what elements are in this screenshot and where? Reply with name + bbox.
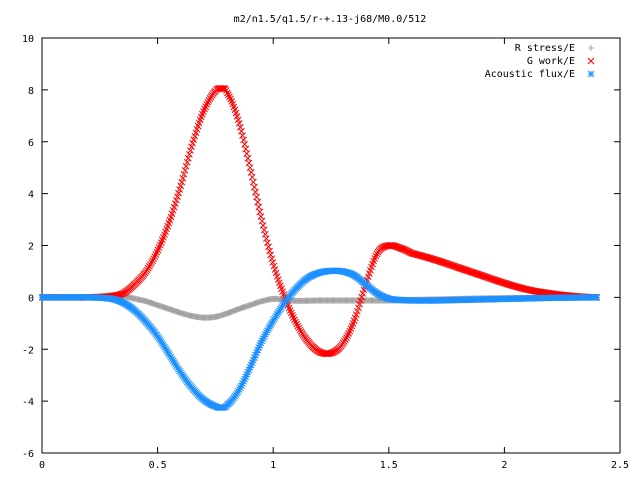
- x-tick-label: 1: [270, 460, 276, 471]
- data-point: [187, 147, 194, 154]
- data-point: [259, 222, 267, 229]
- y-tick-label: -2: [22, 345, 34, 356]
- data-point: [151, 253, 159, 260]
- x-tick-label: 2.5: [611, 460, 629, 471]
- y-tick-label: 8: [28, 86, 34, 97]
- data-point: [203, 101, 211, 108]
- data-point: [182, 162, 190, 170]
- data-point: [342, 336, 349, 343]
- data-point: [252, 188, 259, 196]
- data-point: [225, 91, 232, 99]
- data-point: [294, 322, 302, 330]
- data-point: [148, 259, 155, 267]
- y-tick-label: 4: [28, 190, 34, 201]
- data-point: [295, 324, 303, 332]
- y-tick-label: 0: [28, 293, 34, 304]
- data-point: [268, 255, 276, 263]
- data-point: [205, 96, 213, 104]
- data-point: [186, 150, 193, 158]
- x-tick-label: 0: [39, 460, 45, 471]
- data-point: [178, 178, 186, 186]
- data-point: [240, 136, 247, 144]
- data-point: [180, 170, 188, 178]
- x-tick-label: 1.5: [380, 460, 398, 471]
- data-point: [261, 230, 269, 238]
- data-point: [292, 318, 299, 326]
- data-point: [266, 247, 273, 255]
- legend-label: R stress/E: [515, 43, 575, 54]
- legend-marker: [587, 70, 595, 78]
- data-point: [293, 320, 301, 328]
- y-tick-label: 6: [28, 138, 34, 149]
- axes: 0 0.5 1 1.5 2 2.5 -6 -4 -2 0 2 4 6 8 10: [22, 34, 629, 471]
- data-point: [179, 174, 187, 182]
- series-star: [38, 267, 601, 412]
- data-point: [149, 257, 156, 265]
- data-point: [257, 213, 265, 220]
- data-point: [204, 98, 212, 106]
- data-point: [264, 239, 271, 247]
- data-point: [267, 251, 275, 259]
- data-point: [269, 259, 277, 266]
- data-point: [344, 332, 351, 339]
- data-point: [260, 226, 268, 234]
- data-point: [593, 294, 601, 301]
- x-tick-label: 0.5: [149, 460, 167, 471]
- data-point: [150, 255, 157, 263]
- data-point: [181, 166, 189, 174]
- y-tick-label: 10: [22, 34, 34, 45]
- data-point: [236, 123, 244, 131]
- series-cross: [38, 84, 601, 358]
- data-point: [357, 297, 364, 304]
- data-point: [177, 182, 185, 190]
- data-point: [341, 337, 348, 345]
- data-point: [251, 183, 258, 191]
- data-point: [258, 217, 266, 225]
- data-point: [291, 316, 298, 324]
- y-tick-label: -6: [22, 449, 34, 460]
- data-point: [248, 173, 256, 181]
- data-point: [249, 178, 257, 186]
- data-point: [262, 235, 270, 242]
- plot-series: [38, 84, 601, 412]
- legend-marker: [588, 45, 594, 51]
- data-point: [183, 158, 191, 166]
- chart-title: m2/n1.5/q1.5/r-+.13-j68/M0.0/512: [234, 14, 427, 25]
- legend-label: Acoustic flux/E: [485, 69, 575, 80]
- data-point: [343, 334, 350, 341]
- x-tick-label: 2: [501, 460, 507, 471]
- data-point: [265, 243, 272, 251]
- data-point: [235, 120, 243, 127]
- legend: R stress/E G work/E Acoustic flux/E: [485, 43, 595, 80]
- data-point: [372, 252, 380, 260]
- data-point: [296, 326, 304, 334]
- data-point: [147, 261, 154, 268]
- legend-label: G work/E: [527, 56, 575, 67]
- data-point: [184, 154, 192, 162]
- y-tick-label: 2: [28, 242, 34, 253]
- legend-marker: [587, 57, 595, 65]
- data-point: [176, 186, 183, 193]
- data-point: [239, 132, 246, 139]
- data-point: [145, 263, 153, 270]
- data-point: [253, 193, 260, 201]
- y-tick-label: -4: [22, 397, 34, 408]
- plot-frame: [41, 37, 621, 454]
- data-point: [238, 127, 245, 135]
